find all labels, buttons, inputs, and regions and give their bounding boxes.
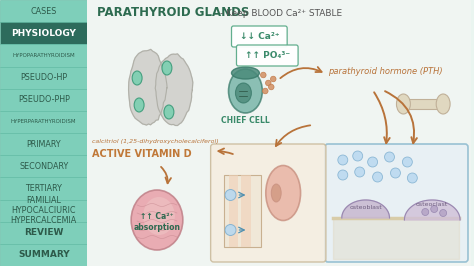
- Bar: [0, 111, 87, 133]
- Bar: [0, 244, 87, 266]
- Circle shape: [265, 80, 271, 86]
- Circle shape: [431, 206, 438, 213]
- Ellipse shape: [143, 197, 175, 235]
- Text: REVIEW: REVIEW: [24, 228, 64, 237]
- Bar: [403, 99, 443, 109]
- Ellipse shape: [162, 61, 172, 75]
- Text: parathyroid hormone (PTH): parathyroid hormone (PTH): [328, 68, 443, 77]
- Text: ↓↓ Ca²⁺: ↓↓ Ca²⁺: [239, 32, 279, 41]
- Bar: [241, 175, 251, 247]
- Circle shape: [355, 167, 365, 177]
- Text: SUMMARY: SUMMARY: [18, 250, 70, 259]
- Bar: [0, 0, 87, 22]
- Circle shape: [440, 210, 447, 217]
- Bar: [0, 222, 87, 244]
- Ellipse shape: [132, 71, 142, 85]
- Circle shape: [422, 209, 429, 215]
- Text: HYPERPARATHYROIDISM: HYPERPARATHYROIDISM: [11, 119, 76, 124]
- Polygon shape: [128, 49, 167, 125]
- Bar: [0, 177, 87, 200]
- FancyBboxPatch shape: [237, 45, 298, 66]
- Circle shape: [261, 72, 266, 78]
- Circle shape: [402, 157, 412, 167]
- Bar: [0, 155, 87, 177]
- Text: FAMILIAL
HYPOCALCIURIC
HYPERCALCEMIA: FAMILIAL HYPOCALCIURIC HYPERCALCEMIA: [10, 196, 77, 225]
- Text: SECONDARY: SECONDARY: [19, 162, 68, 171]
- Bar: [0, 44, 87, 66]
- Bar: [0, 133, 87, 155]
- Bar: [0, 89, 87, 111]
- Text: osteoclast: osteoclast: [416, 202, 448, 207]
- Text: ACTIVE VITAMIN D: ACTIVE VITAMIN D: [92, 149, 192, 159]
- Ellipse shape: [228, 69, 262, 113]
- Circle shape: [268, 84, 274, 90]
- Bar: [224, 175, 261, 247]
- Text: HYPOPARATHYROIDISM: HYPOPARATHYROIDISM: [12, 53, 75, 58]
- Text: PRIMARY: PRIMARY: [27, 140, 61, 149]
- Ellipse shape: [164, 105, 174, 119]
- Text: CASES: CASES: [30, 7, 57, 16]
- Circle shape: [353, 151, 363, 161]
- Text: CHIEF CELL: CHIEF CELL: [221, 116, 270, 125]
- Ellipse shape: [436, 94, 450, 114]
- Ellipse shape: [131, 190, 183, 250]
- FancyBboxPatch shape: [210, 144, 326, 262]
- Circle shape: [263, 88, 268, 94]
- Bar: [87, 0, 471, 266]
- Circle shape: [368, 157, 378, 167]
- Bar: [0, 200, 87, 222]
- Ellipse shape: [271, 184, 281, 202]
- Polygon shape: [155, 54, 193, 126]
- FancyBboxPatch shape: [325, 144, 468, 262]
- Ellipse shape: [266, 165, 301, 221]
- Text: calcitriol (1,25-dihydroxycholecalciferol): calcitriol (1,25-dihydroxycholecalcifero…: [92, 139, 219, 144]
- Circle shape: [384, 152, 394, 162]
- Polygon shape: [404, 200, 460, 220]
- Ellipse shape: [231, 67, 259, 79]
- Circle shape: [338, 155, 348, 165]
- Text: PSEUDO-PHP: PSEUDO-PHP: [18, 95, 70, 104]
- Ellipse shape: [134, 98, 144, 112]
- Bar: [228, 175, 238, 247]
- Bar: [0, 66, 87, 89]
- Text: ↑↑ Ca²⁺
absorption: ↑↑ Ca²⁺ absorption: [134, 212, 181, 232]
- Text: ↑↑ PO₄³⁻: ↑↑ PO₄³⁻: [245, 51, 290, 60]
- FancyBboxPatch shape: [231, 26, 287, 47]
- Circle shape: [391, 168, 401, 178]
- Text: - Keep BLOOD Ca²⁺ STABLE: - Keep BLOOD Ca²⁺ STABLE: [219, 9, 342, 18]
- Text: PHYSIOLOGY: PHYSIOLOGY: [11, 29, 76, 38]
- Circle shape: [225, 189, 236, 201]
- Circle shape: [225, 225, 236, 235]
- Text: osteoblast: osteoblast: [349, 205, 382, 210]
- Bar: [0, 22, 87, 44]
- Circle shape: [338, 170, 348, 180]
- Ellipse shape: [396, 94, 410, 114]
- Ellipse shape: [236, 83, 251, 103]
- Text: TERTIARY: TERTIARY: [25, 184, 62, 193]
- Circle shape: [271, 76, 276, 82]
- Polygon shape: [342, 200, 390, 218]
- Circle shape: [407, 173, 417, 183]
- Circle shape: [373, 172, 383, 182]
- Text: PSEUDO-HP: PSEUDO-HP: [20, 73, 67, 82]
- Text: PARATHYROID GLANDS: PARATHYROID GLANDS: [97, 6, 250, 19]
